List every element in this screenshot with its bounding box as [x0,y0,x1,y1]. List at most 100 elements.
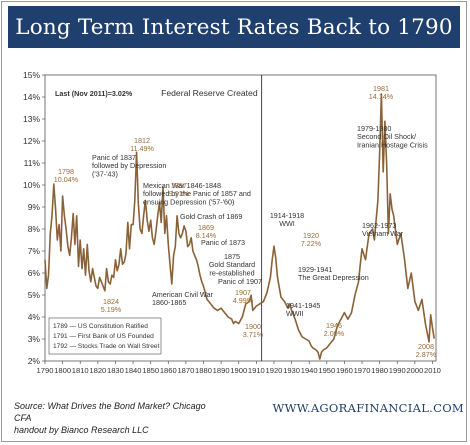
annotation-line: WWI [279,219,295,228]
annotation-7: Panic of 1873 [201,238,245,247]
y-tick-label: 3% [28,334,41,344]
annotation-line: 1941-1945 [286,301,320,310]
source-note: Source: What Drives the Bond Market? Chi… [14,400,214,436]
annotation-line: 1900 [245,322,261,331]
annotation-line: 1920 [303,231,319,240]
annotation-18: 1946 2.09% [324,321,345,338]
annotation-22: 2008 2.87% [416,342,437,359]
plot-area-border [44,74,437,362]
annotation-21: 1962-1973 Vietnam War [362,221,404,238]
annotation-8: 1875 Gold Standard re-established [209,252,255,277]
source-line-2: handout by Bianco Research LLC [14,425,149,435]
x-tick-label: 1900 [230,366,247,375]
x-tick-label: 1840 [125,366,142,375]
annotation-line: 14.14% [369,92,394,101]
y-tick-label: 6% [28,268,41,278]
annotation-line: 2.87% [416,350,437,359]
x-tick-label: 1820 [89,366,106,375]
x-tick-label: 1980 [371,366,388,375]
x-tick-label: 1910 [248,366,265,375]
chart-title: Long Term Interest Rates Back to 1790 [15,14,453,40]
annotation-line: 3.71% [243,330,264,339]
series-line-0 [44,93,435,360]
annotation-line: 1929-1941 [298,265,332,274]
y-tick-label: 10% [23,180,40,190]
annotation-19: 1979-1980 Second Oil Shock/Iranian Hostag… [357,124,428,149]
x-tick-label: 1850 [142,366,159,375]
x-tick-label: 1990 [389,366,406,375]
annotation-line: Panic of 1837 [92,153,136,162]
x-tick-label: 1950 [318,366,335,375]
annotation-line: 1875 [224,252,240,261]
annotation-line: 1914-1918 [270,211,304,220]
annotation-20: 1981 14.14% [369,84,394,101]
y-tick-label: 5% [28,290,41,300]
annotation-line: Mexican War 1846-1848 [143,181,221,190]
annotation-line: The Great Depression [298,273,369,282]
annotation-10: 1907 4.99% [233,288,254,305]
annotation-2: 1812 11.49% [130,136,154,153]
annotation-line: 4.99% [233,296,254,305]
notes-box: 1789 — US Constitution Ratified 1791 — Fi… [48,317,162,355]
title-bar: Long Term Interest Rates Back to 1790 [8,6,460,48]
annotation-line: 1946 [326,321,342,330]
x-tick-label: 1940 [301,366,318,375]
x-tick-label: 1890 [213,366,230,375]
annotation-5: Gold Crash of 1869 [180,212,242,221]
annotation-line: Panic of 1907 [218,277,262,286]
annotation-line: 1824 [103,297,119,306]
source-line-1: Source: What Drives the Bond Market? Chi… [14,401,206,423]
annotation-3: Mexican War 1846-1848 followed by the Pan… [143,181,251,206]
annotation-11: American Civil War 1860-1865 [152,290,213,307]
annotation-line: 1869 [198,223,214,232]
annotation-line: 1857 [171,181,187,190]
annotation-line: 10.04% [54,175,79,184]
annotation-line: ('37-'43) [92,169,118,178]
y-tick-label: 11% [24,158,41,168]
x-axis: 1790 1800 1810 1820 1830 1840 1850 1860 1870 1880… [37,361,441,375]
annotation-line: 11.49% [130,144,154,153]
note-item: 1791 — First Bank of US Founded [53,333,154,340]
annotation-line: 1962-1973 [362,221,396,230]
x-tick-label: 2000 [406,366,423,375]
annotation-line: ensuing Depression ('57-'60) [143,197,234,206]
notes-box-border [48,317,162,355]
annotation-14: 1914-1918 WWI [270,211,304,228]
annotation-15: 1920 7.22% [301,231,322,248]
annotation-line: 9.91% [169,189,190,198]
y-tick-label: 15% [23,70,40,80]
x-tick-label: 1830 [107,366,124,375]
y-tick-label: 4% [28,312,41,322]
annotation-0: 1798 10.04% [54,167,79,184]
annotation-line: 2008 [418,342,434,351]
annotation-line: followed by the Panic of 1857 and [143,189,251,198]
y-tick-label: 2% [28,356,41,366]
y-tick-label: 8% [28,224,41,234]
x-tick-label: 1810 [72,366,89,375]
annotation-9: Panic of 1907 [218,277,262,286]
annotation-17: 1941-1945 WWII [286,301,320,318]
x-tick-label: 1920 [266,366,283,375]
annotation-line: 1981 [373,84,389,93]
x-tick-label: 1880 [195,366,212,375]
annotation-line: Gold Standard [209,260,255,269]
annotation-6: 1869 8.14% [196,223,217,240]
x-tick-label: 2010 [424,366,441,375]
x-tick-label: 1960 [336,366,353,375]
annotation-line: American Civil War [152,290,213,299]
annotation-line: 1979-1980 [357,124,391,133]
y-tick-label: 13% [23,114,40,124]
y-axis: 2% 3% 4% 5% 6% 7% 8% 9% 10% 11% 12% 13% 14% 15% [23,70,45,366]
annotation-line: followed by Depression [92,161,166,170]
x-tick-label: 1790 [37,366,54,375]
series-lines [44,93,435,360]
annotation-line: 1907 [235,288,251,297]
note-item: 1792 — Stocks Trade on Wall Street [53,343,160,350]
annotation-line: 1812 [134,136,150,145]
y-tick-label: 12% [23,136,40,146]
annotation-1: Panic of 1837 followed by Depression ('37-… [92,153,166,178]
annotation-line: 1798 [58,167,74,176]
website-link[interactable]: WWW.AGORAFINANCIAL.COM [272,401,464,415]
note-item: 1789 — US Constitution Ratified [53,323,148,330]
